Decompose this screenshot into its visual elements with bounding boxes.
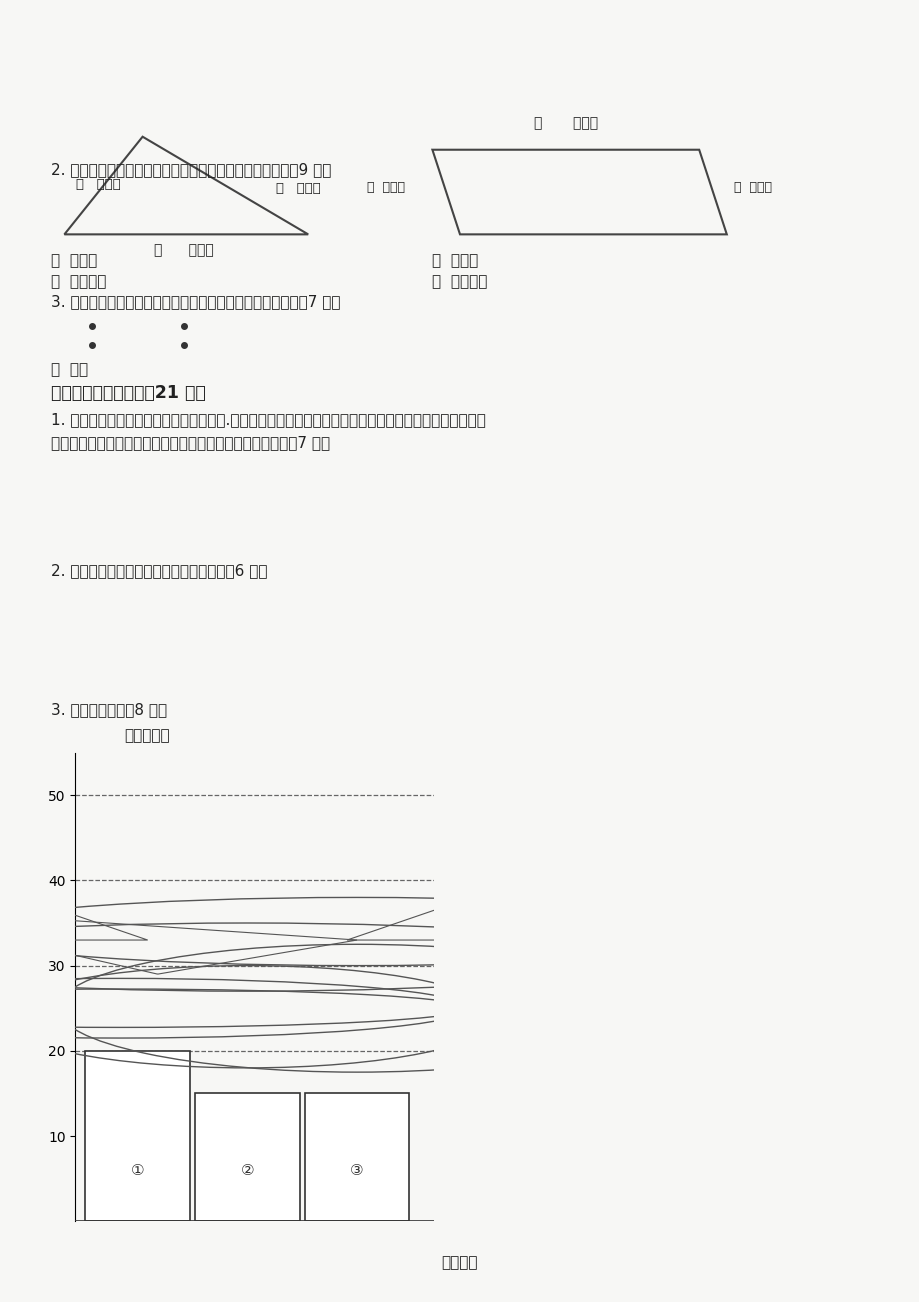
Bar [85,1051,190,1221]
Text: ③: ③ [350,1163,363,1177]
Text: 六、生活中的数学．（21 分）: 六、生活中的数学．（21 分） [51,384,205,402]
Text: 3. 下面四点，每两点间画一条线段，你能画出多少条线段？（7 分）: 3. 下面四点，每两点间画一条线段，你能画出多少条线段？（7 分） [51,294,340,310]
Text: （       ）厘米: （ ）厘米 [533,117,597,130]
Text: 2. 先量一量，再数一数下面的图形是由几条线段围成的．（9 分）: 2. 先量一量，再数一数下面的图形是由几条线段围成的．（9 分） [51,161,331,177]
Text: （   ）厘米: （ ）厘米 [276,182,321,195]
Text: 精品试卷: 精品试卷 [441,1255,478,1271]
Text: （  ）条线段: （ ）条线段 [51,273,106,289]
Text: （  ）条线段: （ ）条线段 [432,273,487,289]
Text: 2. 一头大象的身高约是２米还是２厘米？（6 分）: 2. 一头大象的身高约是２米还是２厘米？（6 分） [51,562,267,578]
Text: ①: ① [130,1163,144,1177]
Text: 1. 王老师和李老师用皮尺测量教室的长度.如果用１米处的刻度线作为起点，从教室的一端量到教室的另一: 1. 王老师和李老师用皮尺测量教室的长度.如果用１米处的刻度线作为起点，从教室的… [51,411,485,427]
Text: （  ）厘米: （ ）厘米 [432,253,478,268]
Text: （  ）条: （ ）条 [51,362,87,378]
Text: ②: ② [240,1163,254,1177]
Text: 单位：厘米: 单位：厘米 [124,728,170,743]
Text: （   ）厘米: （ ）厘米 [76,178,121,191]
Text: 3. 看图填一填．（8 分）: 3. 看图填一填．（8 分） [51,702,166,717]
Text: 端正好到皮尺的１１米刻度线处，这个教室的长是多少米？（7 分）: 端正好到皮尺的１１米刻度线处，这个教室的长是多少米？（7 分） [51,435,329,450]
Bar [195,1094,300,1221]
Text: （  ）厘米: （ ）厘米 [367,181,404,194]
Text: （      ）厘米: （ ）厘米 [154,243,213,256]
Text: （  ）厘米: （ ）厘米 [733,181,771,194]
Bar [304,1094,409,1221]
Text: （  ）厘米: （ ）厘米 [51,253,96,268]
